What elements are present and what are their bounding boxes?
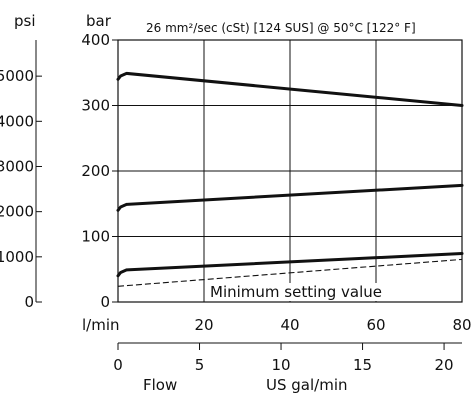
- usgal-tick-label: 15: [353, 356, 372, 374]
- minimum-setting-annotation: Minimum setting value: [210, 283, 382, 301]
- psi-tick-label: 4000: [0, 112, 34, 130]
- pressure-curve-2: [116, 183, 464, 212]
- usgal-axis-label: US gal/min: [266, 376, 348, 394]
- usgal-tick-label: 5: [195, 356, 205, 374]
- bar-tick-label: 400: [81, 31, 110, 49]
- lmin-tick-label: 60: [366, 316, 385, 334]
- lmin-tick-label: 80: [452, 316, 471, 334]
- psi-tick-label: 5000: [0, 67, 34, 85]
- bar-tick-label: 200: [81, 162, 110, 180]
- flow-label: Flow: [143, 376, 177, 394]
- minimum-setting-line: [117, 258, 463, 287]
- usgal-tick-label: 0: [113, 356, 123, 374]
- bar-tick-label: 0: [100, 293, 110, 311]
- psi-tick-label: 0: [24, 293, 34, 311]
- bar-axis-label: bar: [86, 12, 112, 30]
- annotation-background: [208, 283, 385, 301]
- usgal-tick-label: 20: [435, 356, 454, 374]
- psi-axis-label: psi: [14, 12, 36, 30]
- pressure-curve-3: [116, 252, 464, 278]
- psi-tick-label: 2000: [0, 203, 34, 221]
- psi-tick-label: 1000: [0, 248, 34, 266]
- bar-tick-label: 300: [81, 97, 110, 115]
- usgal-tick-label: 10: [271, 356, 290, 374]
- pressure-curve-1: [116, 71, 464, 107]
- lmin-tick-label: 20: [194, 316, 213, 334]
- lmin-axis-label: l/min: [82, 316, 120, 334]
- bar-tick-label: 100: [81, 228, 110, 246]
- lmin-tick-label: 40: [280, 316, 299, 334]
- psi-tick-label: 3000: [0, 157, 34, 175]
- chart-title: 26 mm²/sec (cSt) [124 SUS] @ 50°C [122° …: [146, 21, 416, 35]
